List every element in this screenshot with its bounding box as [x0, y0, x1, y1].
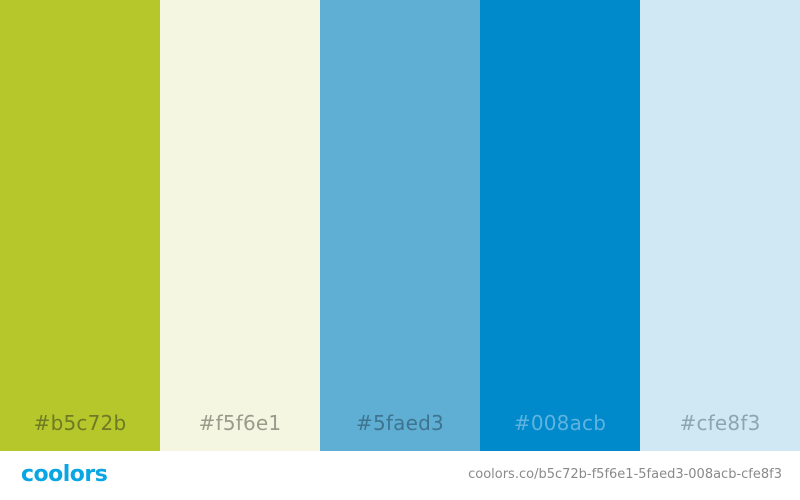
color-swatch-2[interactable]: #f5f6e1: [160, 0, 320, 451]
color-swatch-1[interactable]: #b5c72b: [0, 0, 160, 451]
coolors-logo[interactable]: coolors: [21, 462, 108, 487]
hex-code-label[interactable]: #b5c72b: [33, 411, 127, 435]
footer-bar: coolors coolors.co/b5c72b-f5f6e1-5faed3-…: [0, 451, 800, 500]
hex-code-label[interactable]: #008acb: [513, 411, 607, 435]
hex-code-label[interactable]: #5faed3: [356, 411, 444, 435]
color-swatch-3[interactable]: #5faed3: [320, 0, 480, 451]
color-swatch-4[interactable]: #008acb: [480, 0, 640, 451]
hex-code-label[interactable]: #cfe8f3: [679, 411, 761, 435]
color-palette: #b5c72b #f5f6e1 #5faed3 #008acb #cfe8f3: [0, 0, 800, 451]
hex-code-label[interactable]: #f5f6e1: [198, 411, 282, 435]
color-swatch-5[interactable]: #cfe8f3: [640, 0, 800, 451]
palette-url[interactable]: coolors.co/b5c72b-f5f6e1-5faed3-008acb-c…: [468, 467, 782, 482]
